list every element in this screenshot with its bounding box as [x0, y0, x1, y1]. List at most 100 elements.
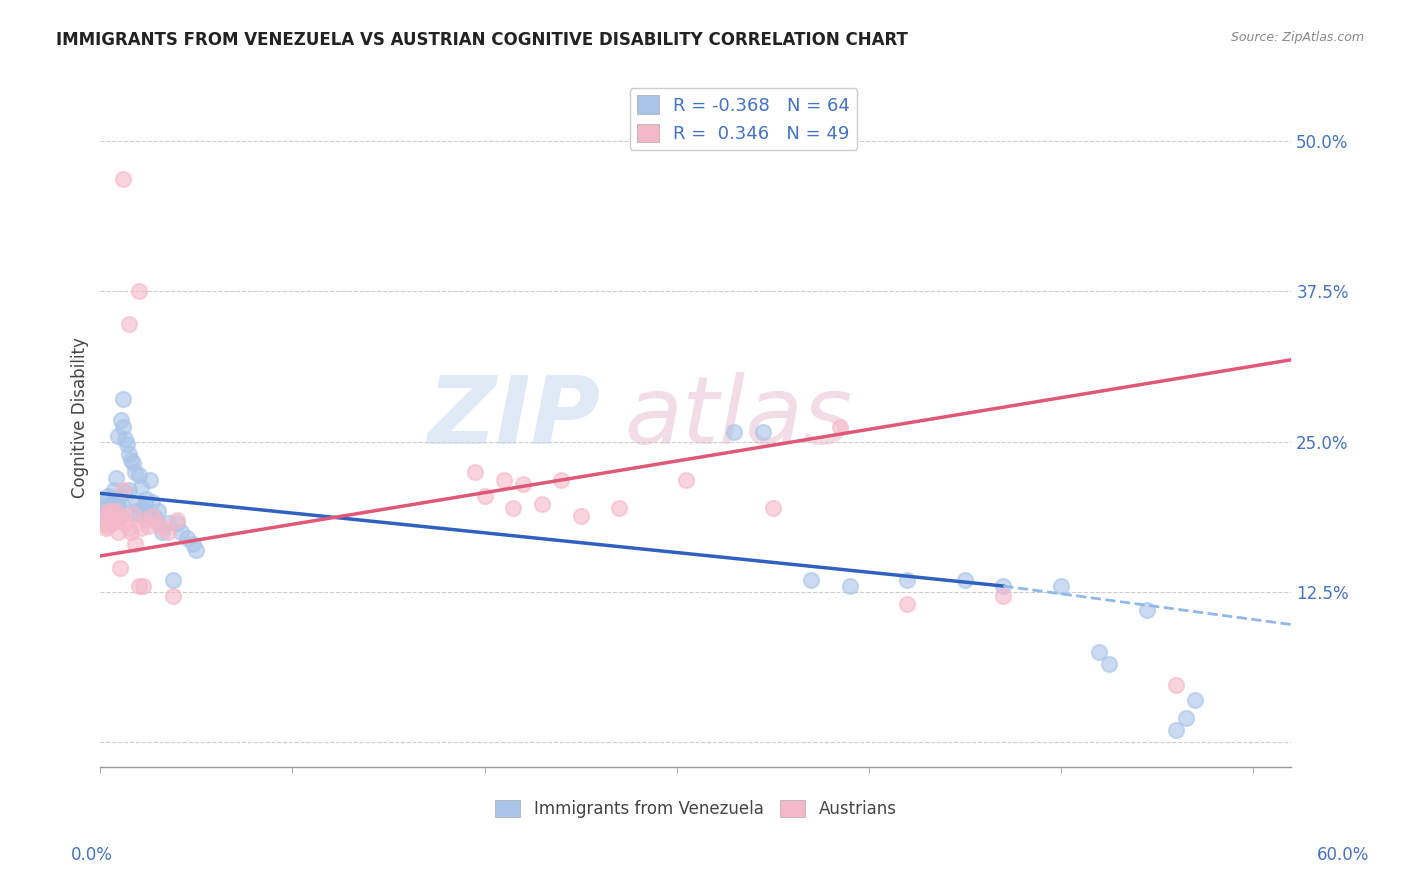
Point	[150, 524, 173, 539]
Point	[800, 573, 823, 587]
Point	[1164, 723, 1187, 738]
Point	[97, 504, 120, 518]
Point	[110, 509, 132, 524]
Point	[112, 420, 135, 434]
Point	[1174, 711, 1197, 725]
Point	[129, 480, 152, 494]
Point	[166, 516, 188, 531]
Point	[94, 521, 117, 535]
Point	[128, 507, 150, 521]
Point	[993, 579, 1015, 593]
Point	[828, 420, 851, 434]
Point	[138, 519, 160, 533]
Y-axis label: Cognitive Disability: Cognitive Disability	[72, 337, 89, 498]
Point	[94, 507, 117, 521]
Point	[162, 589, 184, 603]
Text: atlas: atlas	[624, 372, 852, 463]
Point	[675, 473, 697, 487]
Point	[101, 516, 124, 531]
Point	[108, 561, 131, 575]
Point	[122, 456, 145, 470]
Point	[114, 432, 136, 446]
Point	[141, 495, 163, 509]
Point	[101, 504, 124, 518]
Point	[112, 392, 135, 407]
Point	[94, 495, 117, 509]
Point	[120, 524, 142, 539]
Point	[118, 447, 141, 461]
Point	[181, 537, 204, 551]
Point	[108, 509, 131, 524]
Point	[464, 465, 486, 479]
Point	[531, 497, 554, 511]
Point	[97, 500, 120, 515]
Text: ZIP: ZIP	[427, 372, 600, 464]
Point	[124, 537, 146, 551]
Point	[146, 516, 169, 531]
Point	[1164, 678, 1187, 692]
Point	[146, 516, 169, 531]
Point	[186, 543, 208, 558]
Point	[118, 521, 141, 535]
Point	[474, 489, 496, 503]
Point	[138, 507, 160, 521]
Point	[569, 509, 592, 524]
Text: 0.0%: 0.0%	[70, 846, 112, 863]
Point	[156, 516, 179, 531]
Point	[134, 497, 156, 511]
Point	[122, 507, 145, 521]
Point	[124, 465, 146, 479]
Point	[752, 425, 775, 439]
Point	[120, 452, 142, 467]
Point	[128, 579, 150, 593]
Point	[156, 524, 179, 539]
Point	[492, 473, 515, 487]
Point	[110, 495, 132, 509]
Point	[723, 425, 745, 439]
Point	[139, 473, 162, 487]
Point	[112, 172, 135, 186]
Point	[94, 509, 117, 524]
Point	[118, 483, 141, 497]
Point	[1184, 693, 1206, 707]
Point	[762, 500, 785, 515]
Point	[107, 524, 129, 539]
Point	[125, 497, 148, 511]
Point	[103, 500, 125, 515]
Point	[124, 504, 146, 518]
Text: Source: ZipAtlas.com: Source: ZipAtlas.com	[1230, 31, 1364, 45]
Point	[502, 500, 524, 515]
Point	[104, 471, 127, 485]
Point	[101, 495, 124, 509]
Point	[131, 579, 153, 593]
Point	[150, 521, 173, 535]
Point	[128, 284, 150, 298]
Point	[135, 492, 157, 507]
Point	[97, 519, 120, 533]
Point	[176, 531, 198, 545]
Point	[1136, 603, 1159, 617]
Point	[118, 317, 141, 331]
Point	[512, 476, 534, 491]
Point	[896, 597, 918, 611]
Point	[131, 500, 153, 515]
Point	[103, 513, 125, 527]
Point	[98, 499, 121, 513]
Point	[108, 489, 131, 503]
Point	[1088, 645, 1111, 659]
Point	[129, 521, 152, 535]
Point	[98, 504, 121, 518]
Point	[993, 589, 1015, 603]
Point	[103, 483, 125, 497]
Point	[162, 573, 184, 587]
Point	[114, 516, 136, 531]
Point	[1098, 657, 1121, 672]
Point	[107, 499, 129, 513]
Point	[107, 428, 129, 442]
Point	[128, 468, 150, 483]
Point	[550, 473, 572, 487]
Point	[143, 509, 166, 524]
Point	[114, 485, 136, 500]
Point	[104, 504, 127, 518]
Point	[101, 509, 124, 524]
